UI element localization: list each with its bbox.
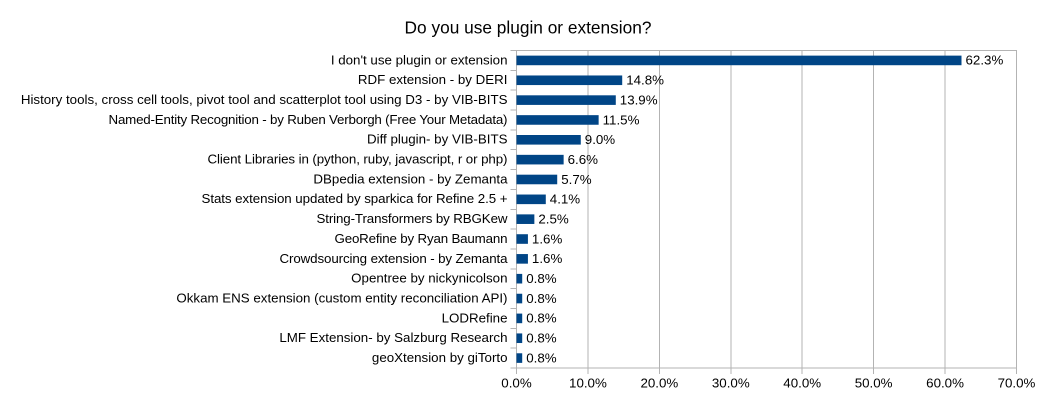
- svg-text:70.0%: 70.0%: [998, 376, 1036, 391]
- svg-text:60.0%: 60.0%: [926, 376, 964, 391]
- svg-text:Okkam ENS extension (custom en: Okkam ENS extension (custom entity recon…: [176, 290, 507, 305]
- svg-text:0.8%: 0.8%: [526, 350, 557, 365]
- svg-text:11.5%: 11.5%: [603, 112, 640, 127]
- svg-text:GeoRefine by Ryan Baumann: GeoRefine by Ryan Baumann: [335, 231, 508, 246]
- svg-text:LMF Extension- by Salzburg Res: LMF Extension- by Salzburg Research: [279, 330, 507, 345]
- svg-text:geoXtension by giTorto: geoXtension by giTorto: [372, 350, 508, 365]
- svg-text:62.3%: 62.3%: [966, 53, 1004, 68]
- svg-text:Diff plugin- by VIB-BITS: Diff plugin- by VIB-BITS: [367, 132, 508, 147]
- svg-text:20.0%: 20.0%: [640, 376, 678, 391]
- svg-text:0.8%: 0.8%: [526, 271, 557, 286]
- svg-text:4.1%: 4.1%: [550, 192, 581, 207]
- svg-text:9.0%: 9.0%: [585, 132, 616, 147]
- svg-text:0.8%: 0.8%: [526, 331, 557, 346]
- svg-text:0.0%: 0.0%: [501, 376, 532, 391]
- svg-text:50.0%: 50.0%: [855, 376, 893, 391]
- svg-text:0.8%: 0.8%: [526, 311, 557, 326]
- svg-text:2.5%: 2.5%: [538, 211, 569, 226]
- svg-text:LODRefine: LODRefine: [442, 310, 508, 325]
- svg-text:I don't use plugin or extensio: I don't use plugin or extension: [331, 52, 508, 67]
- svg-text:10.0%: 10.0%: [569, 376, 607, 391]
- svg-text:RDF extension - by DERI: RDF extension - by DERI: [358, 72, 508, 87]
- svg-text:40.0%: 40.0%: [783, 376, 821, 391]
- svg-text:History tools, cross cell tool: History tools, cross cell tools, pivot t…: [21, 92, 508, 107]
- svg-text:Client Libraries in (python, r: Client Libraries in (python, ruby, javas…: [208, 152, 508, 167]
- svg-text:DBpedia extension - by Zemanta: DBpedia extension - by Zemanta: [313, 171, 508, 186]
- svg-text:5.7%: 5.7%: [561, 172, 592, 187]
- svg-text:14.8%: 14.8%: [626, 73, 664, 88]
- svg-text:Opentree by nickynicolson: Opentree by nickynicolson: [351, 271, 507, 286]
- svg-text:1.6%: 1.6%: [532, 251, 563, 266]
- svg-text:Named-Entity Recognition - by: Named-Entity Recognition - by Ruben Verb…: [109, 112, 508, 127]
- svg-text:Crowdsourcing extension - by Z: Crowdsourcing extension - by Zemanta: [280, 251, 509, 266]
- svg-text:6.6%: 6.6%: [568, 152, 599, 167]
- svg-text:Do you use plugin or extension: Do you use plugin or extension?: [405, 18, 652, 38]
- svg-text:0.8%: 0.8%: [526, 291, 557, 306]
- svg-text:1.6%: 1.6%: [532, 231, 563, 246]
- svg-text:13.9%: 13.9%: [620, 92, 658, 107]
- svg-text:String-Transformers by RBGKew: String-Transformers by RBGKew: [317, 211, 508, 226]
- svg-text:30.0%: 30.0%: [712, 376, 750, 391]
- svg-text:Stats extension updated by spa: Stats extension updated by sparkica for …: [202, 191, 508, 206]
